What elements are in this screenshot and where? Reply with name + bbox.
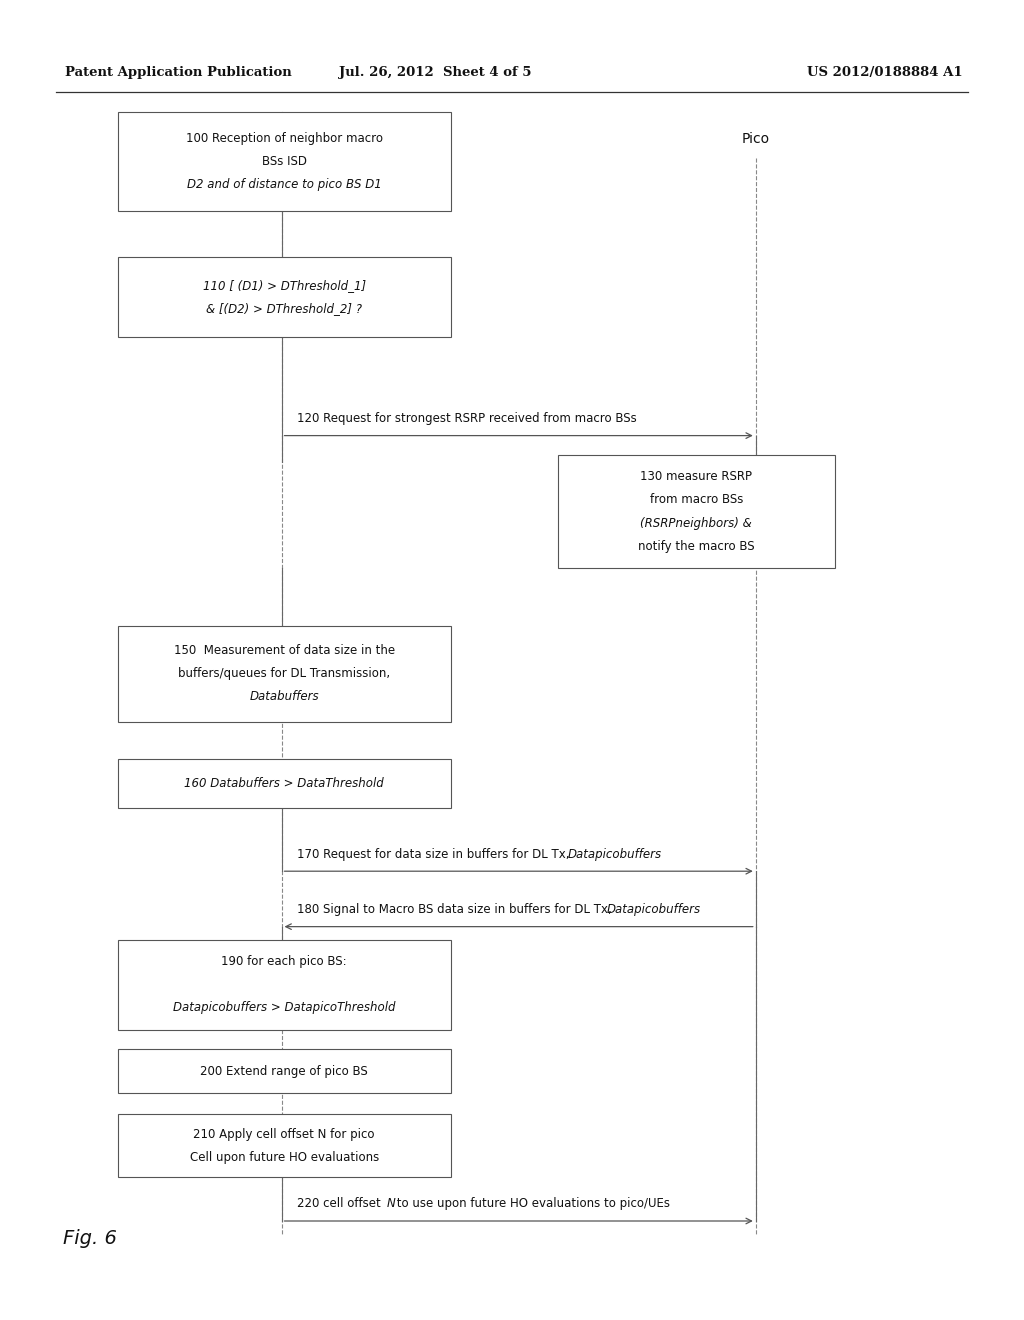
Text: notify the macro BS: notify the macro BS xyxy=(638,540,755,553)
Text: 170 Request for data size in buffers for DL Tx,: 170 Request for data size in buffers for… xyxy=(297,847,573,861)
Bar xyxy=(118,257,451,337)
Text: & [(D2) > DThreshold_2] ?: & [(D2) > DThreshold_2] ? xyxy=(206,302,362,315)
Text: Datapicobuffers: Datapicobuffers xyxy=(567,847,662,861)
Text: Macro: Macro xyxy=(260,132,303,145)
Text: Fig. 6: Fig. 6 xyxy=(63,1229,118,1247)
Text: 110 [ (D1) > DThreshold_1]: 110 [ (D1) > DThreshold_1] xyxy=(203,279,366,292)
Bar xyxy=(118,940,451,1030)
Text: US 2012/0188884 A1: US 2012/0188884 A1 xyxy=(807,66,963,79)
Text: 190 for each pico BS:: 190 for each pico BS: xyxy=(221,956,347,968)
Text: to use upon future HO evaluations to pico/UEs: to use upon future HO evaluations to pic… xyxy=(393,1197,670,1210)
Bar xyxy=(118,1114,451,1177)
Bar xyxy=(118,759,451,808)
Text: Patent Application Publication: Patent Application Publication xyxy=(65,66,291,79)
Text: from macro BSs: from macro BSs xyxy=(649,494,743,507)
Text: 120 Request for strongest RSRP received from macro BSs: 120 Request for strongest RSRP received … xyxy=(297,412,637,425)
Text: 210 Apply cell offset N for pico: 210 Apply cell offset N for pico xyxy=(194,1127,375,1140)
Text: Pico: Pico xyxy=(741,132,770,145)
Text: 100 Reception of neighbor macro: 100 Reception of neighbor macro xyxy=(185,132,383,145)
Text: 200 Extend range of pico BS: 200 Extend range of pico BS xyxy=(201,1065,368,1077)
Text: (RSRPneighbors) &: (RSRPneighbors) & xyxy=(640,516,753,529)
Text: 220 cell offset: 220 cell offset xyxy=(297,1197,384,1210)
Bar xyxy=(118,626,451,722)
Text: Cell upon future HO evaluations: Cell upon future HO evaluations xyxy=(189,1151,379,1164)
Text: Jul. 26, 2012  Sheet 4 of 5: Jul. 26, 2012 Sheet 4 of 5 xyxy=(339,66,531,79)
Text: 130 measure RSRP: 130 measure RSRP xyxy=(640,470,753,483)
Bar xyxy=(118,1049,451,1093)
Text: Datapicobuffers: Datapicobuffers xyxy=(606,903,700,916)
Bar xyxy=(118,112,451,211)
Text: buffers/queues for DL Transmission,: buffers/queues for DL Transmission, xyxy=(178,668,390,680)
Bar xyxy=(558,455,835,568)
Text: 180 Signal to Macro BS data size in buffers for DL Tx,: 180 Signal to Macro BS data size in buff… xyxy=(297,903,615,916)
Text: Databuffers: Databuffers xyxy=(250,690,318,704)
Text: D2 and of distance to pico BS D1: D2 and of distance to pico BS D1 xyxy=(186,178,382,191)
Text: 160 Databuffers > DataThreshold: 160 Databuffers > DataThreshold xyxy=(184,777,384,789)
Text: N: N xyxy=(387,1197,396,1210)
Text: BSs ISD: BSs ISD xyxy=(262,156,306,168)
Text: Datapicobuffers > DatapicoThreshold: Datapicobuffers > DatapicoThreshold xyxy=(173,1002,395,1014)
Text: 150  Measurement of data size in the: 150 Measurement of data size in the xyxy=(174,644,394,657)
